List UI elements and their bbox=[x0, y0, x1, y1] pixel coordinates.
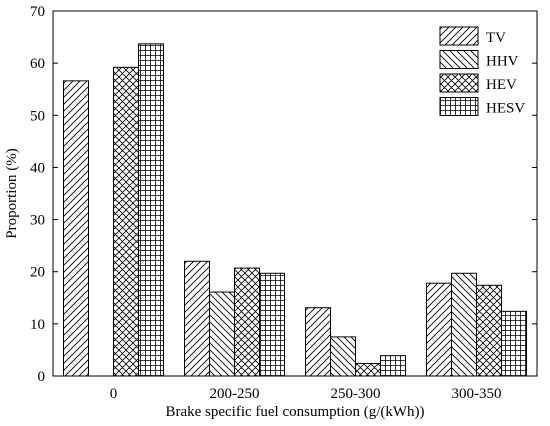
bar-hev-0 bbox=[113, 66, 139, 377]
bar-hhv-2 bbox=[330, 336, 356, 377]
bar-tv-0 bbox=[63, 80, 89, 377]
legend-label-hesv: HESV bbox=[486, 101, 525, 117]
x-tick-label: 0 bbox=[110, 386, 118, 402]
legend-swatch-hesv bbox=[439, 97, 479, 116]
y-tick-label: 50 bbox=[30, 108, 45, 124]
bars bbox=[63, 43, 527, 377]
y-tick-label: 60 bbox=[30, 56, 45, 72]
bar-hesv-0 bbox=[138, 43, 164, 377]
bar-hev-3 bbox=[476, 284, 502, 377]
bar-hhv-3 bbox=[451, 272, 477, 377]
y-tick-label: 0 bbox=[38, 369, 46, 385]
bar-hesv-2 bbox=[380, 355, 406, 377]
legend-label-hev: HEV bbox=[486, 77, 517, 93]
plot-frame bbox=[52, 10, 538, 377]
x-tick-label: 250-300 bbox=[331, 386, 381, 402]
y-tick-label: 20 bbox=[30, 265, 45, 281]
legend-swatch-hev bbox=[439, 73, 479, 93]
x-tick-label: 300-350 bbox=[452, 386, 502, 402]
x-axis-title: Brake specific fuel consumption (g/(kWh)… bbox=[165, 404, 424, 420]
bar-hev-1 bbox=[234, 267, 260, 377]
bar-tv-3 bbox=[426, 282, 452, 377]
bar-hev-2 bbox=[355, 362, 381, 377]
y-tick-label: 70 bbox=[30, 4, 45, 20]
bar-hhv-1 bbox=[209, 291, 235, 377]
legend-swatch-hhv bbox=[439, 50, 479, 69]
x-tick-label: 200-250 bbox=[210, 386, 260, 402]
bar-hesv-1 bbox=[259, 272, 285, 377]
legend: TV HHV HEV HESV bbox=[439, 26, 525, 117]
bar-tv-1 bbox=[184, 260, 210, 377]
legend-swatch-tv bbox=[439, 26, 479, 46]
legend-label-hhv: HHV bbox=[486, 54, 519, 70]
y-tick-label: 40 bbox=[30, 160, 45, 176]
bar-tv-2 bbox=[305, 307, 331, 377]
bar-hesv-3 bbox=[501, 310, 527, 377]
legend-label-tv: TV bbox=[486, 30, 506, 46]
y-tick-label: 10 bbox=[30, 317, 45, 333]
y-tick-label: 30 bbox=[30, 213, 45, 229]
x-axis: 0 200-250 250-300 300-350 bbox=[110, 371, 502, 402]
y-axis: 0 10 20 30 40 50 60 70 bbox=[30, 4, 537, 385]
y-axis-title: Proportion (%) bbox=[4, 148, 20, 238]
